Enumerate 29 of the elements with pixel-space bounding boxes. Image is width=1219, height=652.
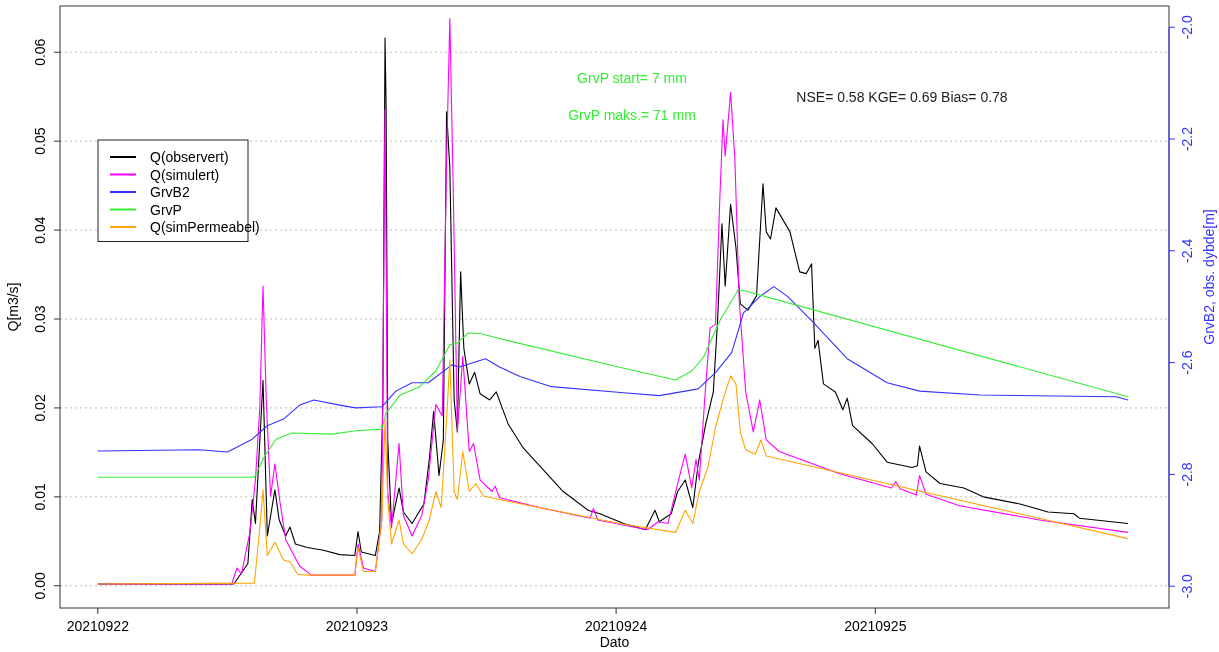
y-tick-label: 0.00 <box>32 571 48 600</box>
annotation: GrvP maks.= 71 mm <box>568 107 696 123</box>
x-tick-label: 20210922 <box>66 618 130 634</box>
legend-label: Q(simulert) <box>150 166 220 183</box>
y-tick-label: 0.05 <box>32 127 48 155</box>
y-tick-label: 0.04 <box>32 216 48 244</box>
x-tick-label: 20210924 <box>584 618 648 634</box>
y-tick-label: 0.03 <box>32 305 48 333</box>
y2-tick-label: -2.2 <box>1179 126 1195 152</box>
legend-label: Q(simPermeabel) <box>150 219 260 235</box>
x-tick-label: 20210923 <box>325 618 389 634</box>
annotation: GrvP start= 7 mm <box>577 70 687 86</box>
legend-label: GrvP <box>150 201 182 218</box>
y-axis-title: Q[m3/s] <box>5 282 21 332</box>
x-axis-title: Dato <box>599 634 630 650</box>
annotation: NSE= 0.58 KGE= 0.69 Bias= 0.78 <box>796 89 1008 105</box>
y-tick-label: 0.06 <box>32 38 48 66</box>
y2-tick-label: -2.6 <box>1179 350 1195 375</box>
y2-tick-label: -2.8 <box>1179 462 1195 487</box>
y2-tick-label: -2.4 <box>1179 238 1195 263</box>
y-tick-label: 0.01 <box>32 483 48 511</box>
y-tick-label: 0.02 <box>32 394 48 422</box>
legend-label: Q(observert) <box>150 149 229 165</box>
y2-axis-title: GrvB2, obs. dybde[m] <box>1201 209 1217 345</box>
x-tick-label: 20210925 <box>844 618 907 634</box>
y2-tick-label: -3.0 <box>1179 573 1195 599</box>
y2-tick-label: -2.0 <box>1179 14 1195 40</box>
line-series <box>97 359 1129 585</box>
legend-label: GrvB2 <box>150 184 190 200</box>
